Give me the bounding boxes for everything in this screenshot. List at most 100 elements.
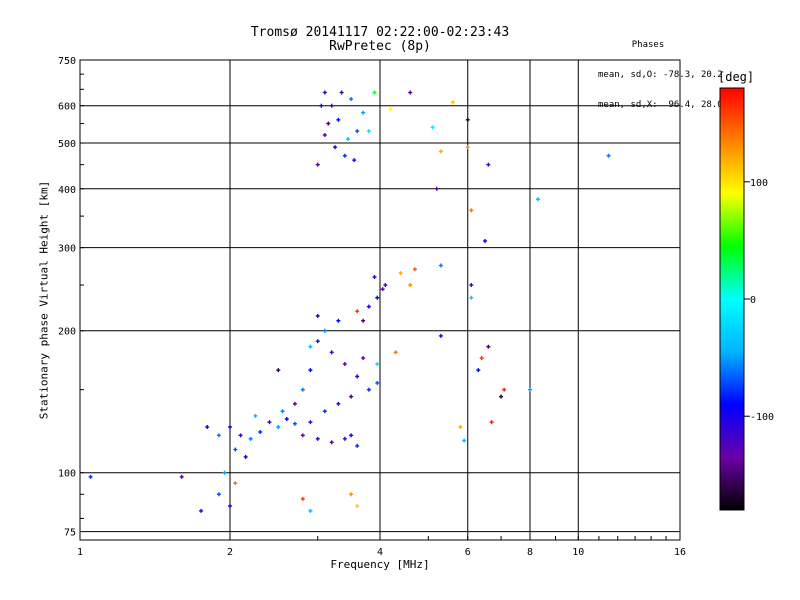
- y-tick-label-2: 200: [58, 327, 76, 338]
- data-point: [248, 436, 253, 441]
- data-point: [486, 344, 491, 349]
- data-point: [233, 447, 238, 452]
- x-tick-label-3: 6: [465, 547, 471, 558]
- data-point: [450, 100, 455, 105]
- data-point: [349, 492, 354, 497]
- data-point: [345, 136, 350, 141]
- data-point: [502, 387, 507, 392]
- data-point: [267, 420, 272, 425]
- colorbar-tick-label-1: 0: [750, 295, 756, 306]
- data-point: [216, 433, 221, 438]
- data-point: [375, 295, 380, 300]
- data-point: [222, 470, 227, 475]
- data-point: [469, 283, 474, 288]
- data-point: [308, 420, 313, 425]
- data-point: [276, 425, 281, 430]
- data-point: [355, 309, 360, 314]
- y-tick-label-0: 75: [64, 528, 76, 539]
- chart-title: Tromsø 20141117 02:22:00-02:23:43 RwPret…: [230, 26, 530, 54]
- data-point: [308, 368, 313, 373]
- data-point: [300, 496, 305, 501]
- y-tick-label-1: 100: [58, 469, 76, 480]
- data-point: [388, 107, 393, 112]
- data-point: [300, 433, 305, 438]
- data-point: [179, 474, 184, 479]
- data-point: [462, 438, 467, 443]
- data-point: [408, 283, 413, 288]
- data-point: [322, 409, 327, 414]
- data-point: [489, 420, 494, 425]
- data-points: [88, 90, 611, 513]
- data-point: [366, 387, 371, 392]
- data-point: [361, 318, 366, 323]
- data-point: [292, 401, 297, 406]
- x-tick-label-1: 2: [227, 547, 233, 558]
- data-point: [375, 362, 380, 367]
- data-point: [408, 90, 413, 95]
- data-point: [349, 433, 354, 438]
- data-point: [465, 145, 470, 150]
- data-point: [336, 117, 341, 122]
- data-point: [339, 90, 344, 95]
- data-point: [258, 429, 263, 434]
- x-axis-ticks: 1 2 4 6 8 10 16: [77, 536, 686, 558]
- data-point: [342, 362, 347, 367]
- x-tick-label-4: 8: [527, 547, 533, 558]
- data-point: [329, 350, 334, 355]
- data-point: [412, 267, 417, 272]
- data-point: [233, 481, 238, 486]
- data-point: [483, 238, 488, 243]
- data-point: [465, 117, 470, 122]
- data-point: [434, 186, 439, 191]
- y-tick-label-5: 500: [58, 139, 76, 150]
- data-point: [479, 356, 484, 361]
- data-point: [336, 401, 341, 406]
- data-point: [308, 508, 313, 513]
- y-tick-label-6: 600: [58, 102, 76, 113]
- data-point: [430, 125, 435, 130]
- colorbar-label: [deg]: [718, 70, 755, 84]
- data-point: [361, 110, 366, 115]
- data-point: [342, 153, 347, 158]
- data-point: [380, 287, 385, 292]
- data-point: [280, 409, 285, 414]
- data-point: [352, 158, 357, 163]
- data-point: [469, 208, 474, 213]
- data-point: [284, 416, 289, 421]
- data-point: [486, 162, 491, 167]
- data-point: [276, 368, 281, 373]
- colorbar-tick-label-2: -100: [750, 412, 774, 423]
- data-point: [336, 318, 341, 323]
- x-tick-label-6: 16: [674, 547, 686, 558]
- data-point: [372, 90, 377, 95]
- data-point: [329, 103, 334, 108]
- data-point: [355, 504, 360, 509]
- x-tick-label-2: 4: [377, 547, 383, 558]
- data-point: [355, 129, 360, 134]
- data-point: [322, 133, 327, 138]
- data-point: [199, 508, 204, 513]
- data-point: [253, 413, 258, 418]
- data-point: [315, 313, 320, 318]
- data-point: [300, 387, 305, 392]
- y-tick-label-7: 750: [58, 56, 76, 67]
- phase-stats-heading: Phases: [631, 40, 665, 50]
- data-point: [375, 380, 380, 385]
- data-point: [315, 162, 320, 167]
- data-point: [469, 295, 474, 300]
- data-point: [458, 425, 463, 430]
- data-point: [349, 96, 354, 101]
- data-point: [88, 474, 93, 479]
- data-point: [366, 304, 371, 309]
- data-point: [216, 492, 221, 497]
- data-point: [238, 433, 243, 438]
- data-point: [355, 374, 360, 379]
- data-point: [398, 271, 403, 276]
- data-point: [393, 350, 398, 355]
- data-point: [438, 263, 443, 268]
- data-point: [606, 153, 611, 158]
- data-point: [333, 145, 338, 150]
- data-point: [355, 443, 360, 448]
- data-point: [438, 149, 443, 154]
